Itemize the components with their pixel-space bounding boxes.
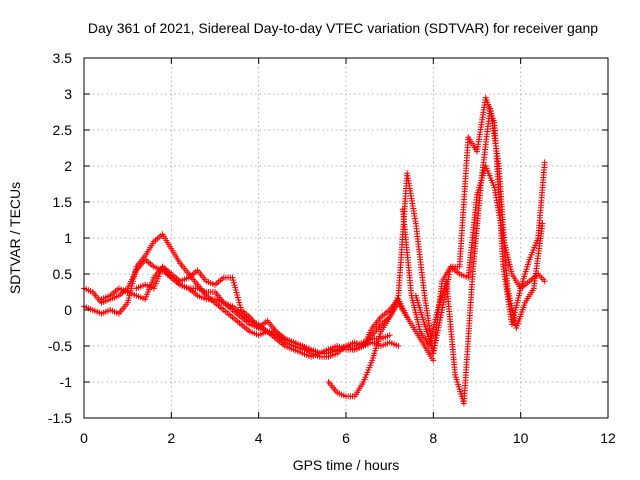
x-tick-label: 8: [429, 430, 437, 446]
y-tick-label: 3: [64, 86, 72, 102]
y-tick-label: -1: [60, 374, 73, 390]
y-tick-label: 2.5: [53, 122, 73, 138]
grid-lines: [84, 58, 608, 418]
data-point: [386, 332, 393, 339]
data-point: [541, 159, 548, 166]
data-point: [430, 357, 437, 364]
y-axis-title: SDTVAR / TECUs: [7, 182, 23, 294]
chart-title: Day 361 of 2021, Sidereal Day-to-day VTE…: [88, 20, 598, 36]
y-tick-label: 1.5: [53, 194, 73, 210]
data-point: [541, 278, 548, 285]
y-tick-label: 1: [64, 230, 72, 246]
data-point: [539, 220, 546, 227]
x-tick-label: 2: [167, 430, 175, 446]
y-tick-label: 0.5: [53, 266, 73, 282]
x-tick-label: 4: [255, 430, 263, 446]
y-tick-label: 0: [64, 302, 72, 318]
x-tick-label: 12: [600, 430, 616, 446]
x-tick-label: 0: [80, 430, 88, 446]
data-point: [395, 343, 402, 349]
y-tick-label: 2: [64, 158, 72, 174]
x-axis-title: GPS time / hours: [293, 457, 400, 473]
x-tick-labels: 0 2 4 6 8 10 12: [80, 430, 616, 446]
data-points: [81, 94, 548, 407]
x-tick-label: 10: [513, 430, 529, 446]
y-tick-label: 3.5: [53, 50, 73, 66]
axis-ticks: [83, 57, 609, 419]
y-tick-label: -0.5: [48, 338, 72, 354]
y-tick-label: -1.5: [48, 410, 72, 426]
x-tick-label: 6: [342, 430, 350, 446]
y-tick-labels: -1.5 -1 -0.5 0 0.5 1 1.5 2 2.5 3 3.5: [48, 50, 72, 426]
